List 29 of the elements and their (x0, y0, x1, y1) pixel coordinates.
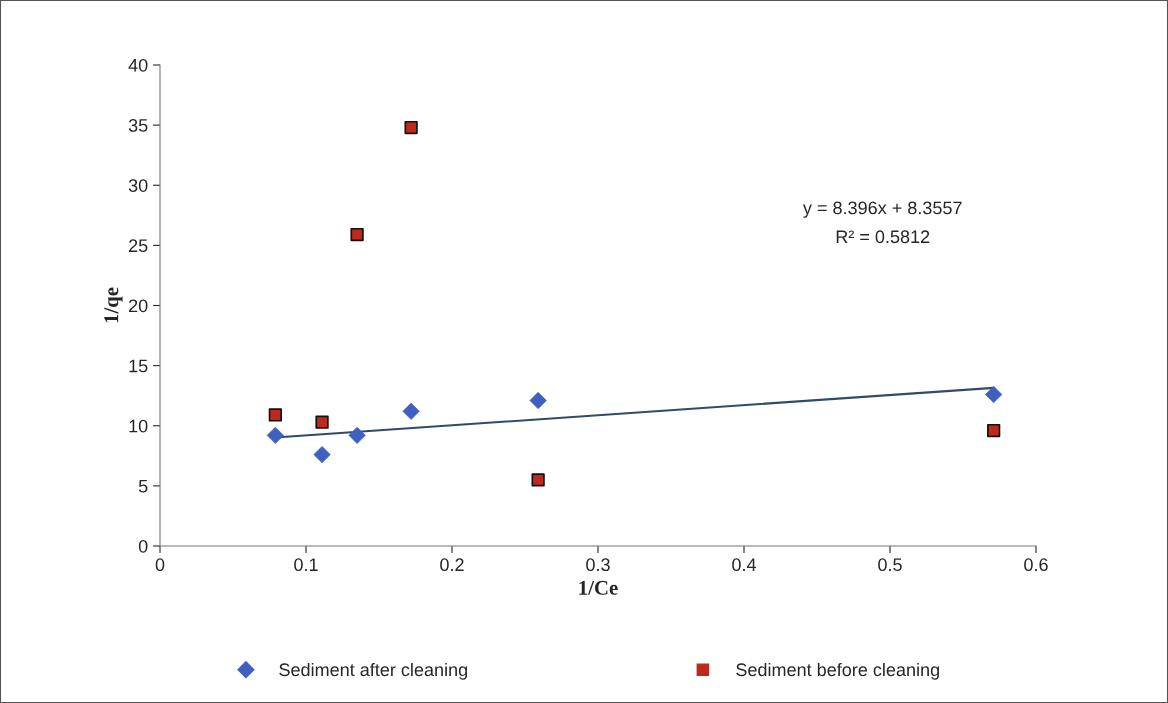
x-tick-label: 0.3 (586, 558, 610, 572)
y-tick-label: 35 (128, 119, 148, 132)
y-tick-label: 5 (138, 480, 148, 493)
y-tick-label: 40 (128, 58, 148, 72)
point (404, 120, 418, 135)
point (268, 408, 282, 422)
annotation: R² = 0.5812 (836, 230, 930, 244)
x-tick-label: 0 (155, 558, 165, 572)
x-tick-label: 0.2 (440, 558, 464, 572)
y-axis-title: 1/qe (104, 287, 123, 323)
point (531, 473, 545, 487)
x-tick-label: 0.5 (878, 558, 902, 572)
point (985, 385, 1003, 404)
y-tick-label: 0 (138, 539, 148, 553)
point (350, 227, 364, 242)
y-tick-label: 30 (128, 179, 148, 192)
legend-label: Sediment after cleaning (279, 662, 467, 680)
x-tick-label: 0.1 (294, 558, 318, 572)
y-tick-label: 10 (129, 419, 148, 433)
y-tick-label: 15 (129, 359, 148, 373)
legend-label: Sediment before cleaning (736, 662, 939, 680)
annotation: y = 8.396x + 8.3557 (802, 201, 962, 218)
y-tick-label: 20 (129, 299, 148, 313)
x-tick-label: 0.4 (732, 558, 757, 572)
point (987, 423, 1001, 438)
x-axis-title: 1/Ce (579, 580, 618, 595)
x-tick-label: 0.6 (1024, 558, 1048, 572)
y-tick-label: 25 (129, 239, 148, 253)
point (315, 415, 329, 429)
